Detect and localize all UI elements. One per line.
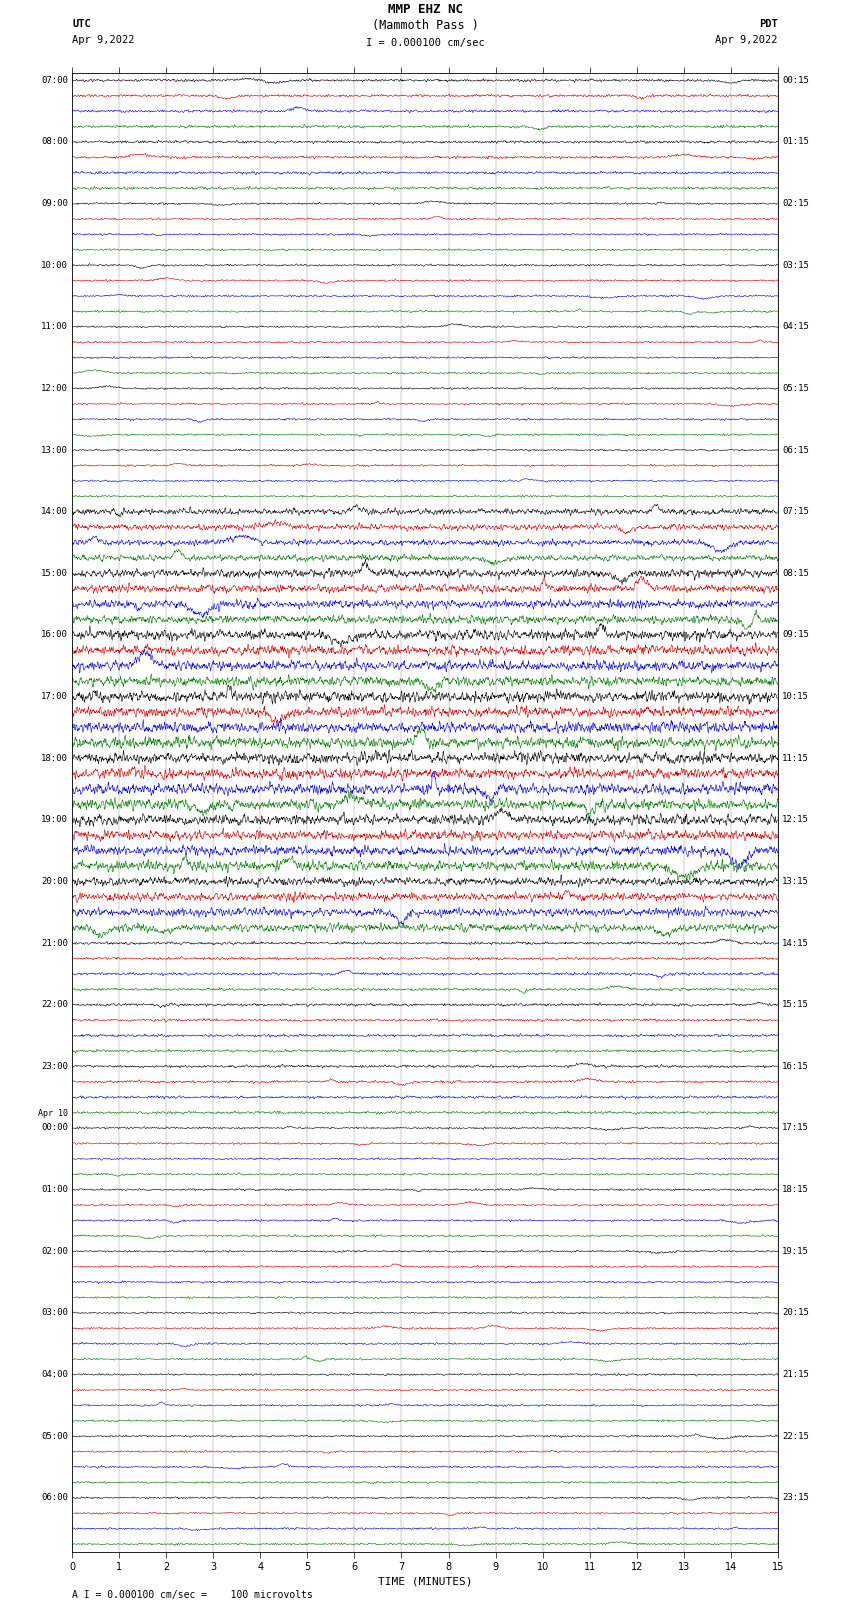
Text: 11:15: 11:15 [782, 753, 809, 763]
Text: 11:00: 11:00 [41, 323, 68, 331]
Text: 06:15: 06:15 [782, 445, 809, 455]
Text: 16:15: 16:15 [782, 1061, 809, 1071]
Text: 09:00: 09:00 [41, 198, 68, 208]
Text: 19:00: 19:00 [41, 815, 68, 824]
Text: 21:15: 21:15 [782, 1369, 809, 1379]
Text: 00:00: 00:00 [41, 1124, 68, 1132]
Text: 08:00: 08:00 [41, 137, 68, 147]
Text: PDT: PDT [759, 19, 778, 29]
Text: 05:15: 05:15 [782, 384, 809, 394]
Text: Apr 9,2022: Apr 9,2022 [72, 35, 135, 45]
Text: 17:00: 17:00 [41, 692, 68, 702]
Text: 23:00: 23:00 [41, 1061, 68, 1071]
Text: MMP EHZ NC: MMP EHZ NC [388, 3, 462, 16]
Text: 08:15: 08:15 [782, 569, 809, 577]
Text: 09:15: 09:15 [782, 631, 809, 639]
Text: 21:00: 21:00 [41, 939, 68, 947]
Text: 12:15: 12:15 [782, 815, 809, 824]
Text: UTC: UTC [72, 19, 91, 29]
Text: 22:00: 22:00 [41, 1000, 68, 1010]
Text: (Mammoth Pass ): (Mammoth Pass ) [371, 19, 479, 32]
Text: 00:15: 00:15 [782, 76, 809, 85]
Text: 20:00: 20:00 [41, 877, 68, 886]
Text: 04:15: 04:15 [782, 323, 809, 331]
Text: 13:00: 13:00 [41, 445, 68, 455]
Text: 18:00: 18:00 [41, 753, 68, 763]
Text: 14:15: 14:15 [782, 939, 809, 947]
Text: 01:00: 01:00 [41, 1186, 68, 1194]
Text: 07:15: 07:15 [782, 506, 809, 516]
Text: 14:00: 14:00 [41, 506, 68, 516]
Text: 13:15: 13:15 [782, 877, 809, 886]
Text: 10:00: 10:00 [41, 261, 68, 269]
Text: 10:15: 10:15 [782, 692, 809, 702]
Text: 06:00: 06:00 [41, 1494, 68, 1502]
Text: 18:15: 18:15 [782, 1186, 809, 1194]
Text: 12:00: 12:00 [41, 384, 68, 394]
Text: 04:00: 04:00 [41, 1369, 68, 1379]
Text: 22:15: 22:15 [782, 1432, 809, 1440]
Text: 15:00: 15:00 [41, 569, 68, 577]
Text: Apr 9,2022: Apr 9,2022 [715, 35, 778, 45]
Text: 03:15: 03:15 [782, 261, 809, 269]
Text: I = 0.000100 cm/sec: I = 0.000100 cm/sec [366, 39, 484, 48]
X-axis label: TIME (MINUTES): TIME (MINUTES) [377, 1576, 473, 1586]
Text: 15:15: 15:15 [782, 1000, 809, 1010]
Text: 03:00: 03:00 [41, 1308, 68, 1318]
Text: 23:15: 23:15 [782, 1494, 809, 1502]
Text: 19:15: 19:15 [782, 1247, 809, 1257]
Text: A I = 0.000100 cm/sec =    100 microvolts: A I = 0.000100 cm/sec = 100 microvolts [72, 1590, 313, 1600]
Text: 16:00: 16:00 [41, 631, 68, 639]
Text: 07:00: 07:00 [41, 76, 68, 85]
Text: 02:15: 02:15 [782, 198, 809, 208]
Text: 05:00: 05:00 [41, 1432, 68, 1440]
Text: Apr 10: Apr 10 [38, 1110, 68, 1118]
Text: 02:00: 02:00 [41, 1247, 68, 1257]
Text: 01:15: 01:15 [782, 137, 809, 147]
Text: 17:15: 17:15 [782, 1124, 809, 1132]
Text: 20:15: 20:15 [782, 1308, 809, 1318]
